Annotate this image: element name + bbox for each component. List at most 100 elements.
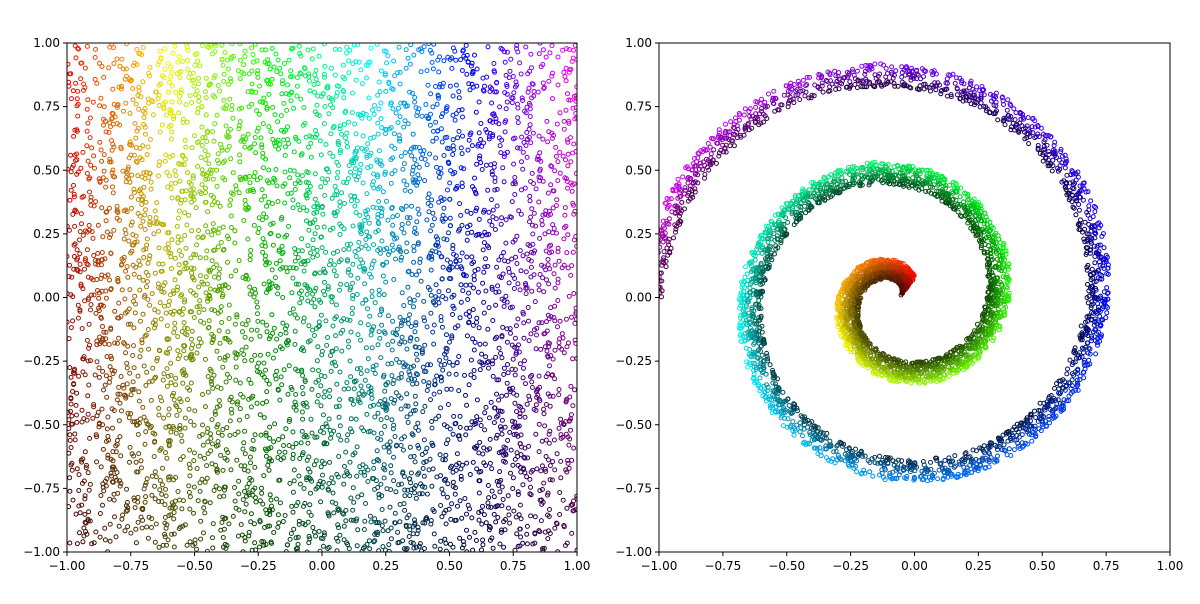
- data-point: [553, 348, 557, 352]
- data-point: [201, 443, 205, 447]
- data-point: [453, 118, 457, 122]
- data-point: [511, 75, 515, 79]
- data-point: [449, 387, 453, 391]
- data-point: [375, 449, 379, 453]
- data-point: [438, 547, 442, 551]
- data-point: [318, 271, 322, 275]
- data-point: [68, 541, 72, 545]
- data-point: [75, 391, 79, 395]
- data-point: [468, 507, 472, 511]
- data-point: [68, 489, 72, 493]
- data-point: [269, 130, 273, 134]
- data-point: [383, 398, 387, 402]
- data-point: [478, 418, 482, 422]
- data-point: [504, 107, 508, 111]
- data-point: [519, 72, 523, 76]
- data-point: [362, 528, 366, 532]
- data-point: [157, 104, 161, 108]
- data-point: [377, 107, 381, 111]
- data-point: [181, 381, 185, 385]
- data-point: [243, 49, 247, 53]
- data-point: [78, 531, 82, 535]
- data-point: [216, 84, 220, 88]
- x-tick-label: 0.75: [500, 559, 527, 573]
- data-point: [527, 127, 531, 131]
- data-point: [553, 169, 557, 173]
- data-point: [260, 218, 264, 222]
- data-point: [328, 388, 332, 392]
- data-point: [347, 387, 351, 391]
- data-point: [79, 212, 83, 216]
- data-point: [338, 127, 342, 131]
- data-point: [458, 499, 462, 503]
- data-point: [173, 327, 177, 331]
- data-point: [134, 541, 138, 545]
- data-point: [574, 317, 578, 321]
- data-point: [429, 311, 433, 315]
- data-point: [211, 546, 215, 550]
- data-point: [379, 69, 383, 73]
- data-point: [354, 211, 358, 215]
- data-point: [515, 234, 519, 238]
- data-point: [194, 206, 198, 210]
- data-point: [310, 387, 314, 391]
- data-point: [283, 450, 287, 454]
- data-point: [95, 81, 99, 85]
- data-point: [145, 280, 149, 284]
- data-point: [315, 225, 319, 229]
- data-point: [371, 108, 375, 112]
- data-point: [87, 488, 91, 492]
- data-point: [126, 525, 130, 529]
- data-point: [279, 375, 283, 379]
- data-point: [74, 403, 78, 407]
- data-point: [455, 452, 459, 456]
- data-point: [376, 411, 380, 415]
- data-point: [220, 433, 224, 437]
- data-point: [181, 307, 185, 311]
- spiral-point: [645, 258, 649, 262]
- data-point: [402, 125, 406, 129]
- data-point: [68, 366, 72, 370]
- data-point: [210, 382, 214, 386]
- data-point: [414, 273, 418, 277]
- data-point: [379, 418, 383, 422]
- data-point: [324, 143, 328, 147]
- data-point: [262, 212, 266, 216]
- data-point: [347, 247, 351, 251]
- data-point: [136, 495, 140, 499]
- data-point: [479, 424, 483, 428]
- data-point: [311, 328, 315, 332]
- data-point: [353, 250, 357, 254]
- data-point: [529, 485, 533, 489]
- data-point: [526, 306, 530, 310]
- data-point: [98, 140, 102, 144]
- data-point: [409, 471, 413, 475]
- data-point: [268, 67, 272, 71]
- data-point: [393, 511, 397, 515]
- data-point: [558, 513, 562, 517]
- data-point: [314, 534, 318, 538]
- data-point: [104, 185, 108, 189]
- data-point: [144, 208, 148, 212]
- data-point: [376, 121, 380, 125]
- data-point: [329, 66, 333, 70]
- data-point: [100, 206, 104, 210]
- data-point: [268, 436, 272, 440]
- data-point: [88, 116, 92, 120]
- data-point: [490, 223, 494, 227]
- data-point: [321, 544, 325, 548]
- data-point: [100, 159, 104, 163]
- data-point: [561, 498, 565, 502]
- data-point: [564, 108, 568, 112]
- data-point: [319, 185, 323, 189]
- data-point: [561, 48, 565, 52]
- data-point: [163, 503, 167, 507]
- data-point: [491, 208, 495, 212]
- data-point: [262, 166, 266, 170]
- y-tick-label: −0.25: [23, 354, 60, 368]
- data-point: [334, 347, 338, 351]
- data-point: [187, 213, 191, 217]
- data-point: [184, 356, 188, 360]
- data-point: [215, 168, 219, 172]
- data-point: [343, 464, 347, 468]
